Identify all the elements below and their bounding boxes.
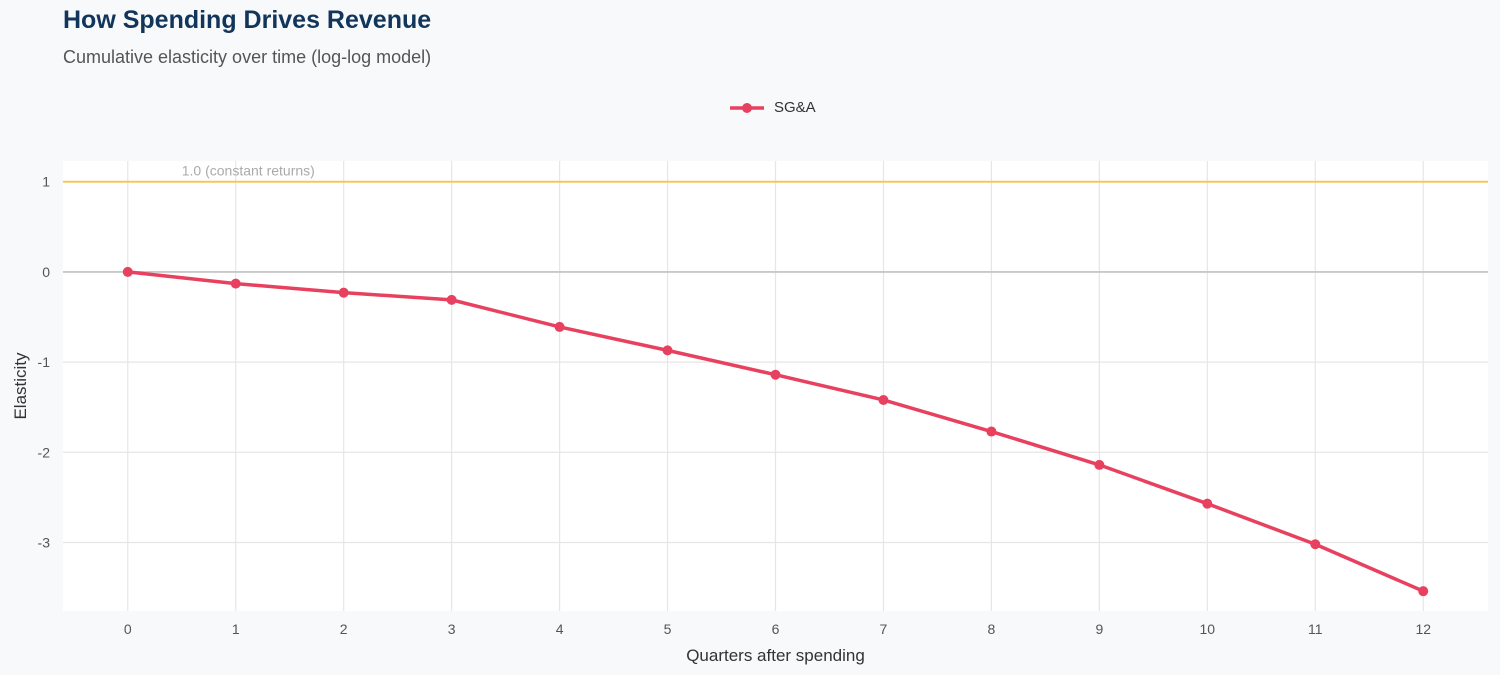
x-tick-label: 7 (880, 621, 888, 637)
data-point (122, 266, 133, 277)
legend: SG&A (730, 99, 816, 116)
y-tick-label: -3 (38, 534, 51, 550)
chart-title: How Spending Drives Revenue (63, 6, 432, 34)
data-point (338, 287, 349, 298)
data-point (1202, 498, 1213, 509)
data-point (878, 394, 889, 405)
x-tick-label: 10 (1200, 621, 1216, 637)
y-tick-label: -2 (38, 444, 51, 460)
x-tick-label: 0 (124, 621, 132, 637)
x-tick-label: 9 (1095, 621, 1103, 637)
legend-label: SG&A (774, 99, 816, 116)
x-tick-label: 6 (772, 621, 780, 637)
y-tick-label: 1 (42, 174, 50, 190)
x-tick-label: 11 (1308, 621, 1323, 637)
legend-line-marker-icon (730, 102, 764, 113)
data-point (986, 426, 997, 437)
y-tick-label: 0 (42, 264, 50, 280)
x-tick-label: 1 (232, 621, 240, 637)
y-tick-label: -1 (38, 354, 51, 370)
x-tick-label: 12 (1415, 621, 1431, 637)
data-point (770, 369, 781, 380)
chart-subtitle: Cumulative elasticity over time (log-log… (63, 47, 432, 67)
x-tick-label: 3 (448, 621, 456, 637)
data-point (1418, 586, 1429, 597)
x-tick-label: 5 (664, 621, 672, 637)
data-point (662, 345, 673, 356)
data-point (1310, 539, 1321, 550)
y-axis-label: Elasticity (11, 352, 30, 420)
reference-line-label: 1.0 (constant returns) (182, 163, 315, 179)
data-point (230, 278, 241, 289)
x-tick-label: 8 (988, 621, 996, 637)
x-tick-label: 4 (556, 621, 564, 637)
x-tick-label: 2 (340, 621, 348, 637)
data-point (554, 321, 565, 332)
data-point (446, 294, 457, 305)
data-point (1094, 459, 1105, 470)
x-axis-label: Quarters after spending (686, 646, 865, 665)
